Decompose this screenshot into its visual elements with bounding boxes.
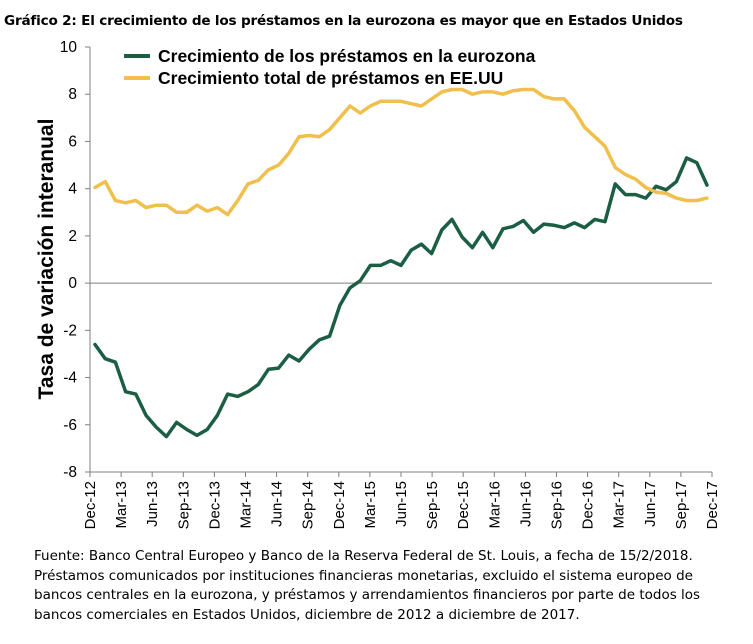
y-axis-title: Tasa de variación interanual [35, 119, 58, 400]
x-tick-label: Jun-13 [144, 481, 161, 527]
x-tick-label: Dec-12 [82, 481, 99, 529]
x-tick-label: Jun-15 [393, 481, 410, 527]
x-tick-label: Mar-14 [238, 481, 255, 529]
x-tick-label: Jun-17 [642, 481, 659, 527]
x-tick-label: Sep-14 [300, 481, 317, 529]
x-tick-label: Dec-13 [206, 481, 223, 529]
series-line-eeuu [93, 87, 709, 217]
source-note: Fuente: Banco Central Europeo y Banco de… [34, 547, 744, 625]
y-tick-label: 2 [68, 228, 77, 245]
x-tick-label: Mar-15 [362, 481, 379, 529]
x-tick-label: Dec-14 [331, 481, 348, 529]
x-tick-label: Dec-16 [580, 481, 597, 529]
x-tick-label: Mar-17 [611, 481, 628, 529]
x-tick-label: Jun-16 [517, 481, 534, 527]
x-tick-label: Mar-13 [113, 481, 130, 529]
y-tick-label: 6 [68, 133, 77, 150]
x-tick-label: Sep-16 [549, 481, 566, 529]
chart-title: Gráfico 2: El crecimiento de los préstam… [4, 13, 683, 29]
y-tick-label: -2 [63, 322, 77, 339]
y-tick-label: 4 [68, 181, 77, 198]
line-chart: 10 8 6 4 2 0 -2 -4 -6 -8 Dec-12 Mar-13 Jun-13 Sep-13 D… [35, 39, 721, 529]
x-tick-label: Mar-16 [486, 481, 503, 529]
series-line-eurozona [93, 156, 709, 439]
x-tick-label: Dec-15 [455, 481, 472, 529]
source-note-line: Préstamos comunicados por instituciones … [34, 567, 693, 584]
source-note-line: Fuente: Banco Central Europeo y Banco de… [34, 548, 693, 564]
y-tick-label: 10 [60, 39, 78, 56]
legend-label: Crecimiento de los préstamos en la euroz… [158, 46, 536, 66]
source-note-line: bancos centrales en la eurozona, y prést… [34, 587, 701, 603]
y-tick-label: 8 [68, 86, 77, 103]
x-tick-label: Sep-17 [673, 481, 690, 529]
x-tick-label: Sep-15 [424, 481, 441, 529]
y-tick-label: -6 [63, 417, 77, 434]
legend-label: Crecimiento total de préstamos en EE.UU [158, 68, 503, 88]
x-tick-label: Jun-14 [269, 481, 286, 527]
y-tick-label: -4 [63, 370, 77, 387]
y-tick-label: 0 [68, 275, 77, 292]
source-note-line: bancos comerciales en Estados Unidos, di… [34, 606, 580, 623]
y-tick-label: -8 [63, 464, 77, 481]
x-tick-label: Sep-13 [175, 481, 192, 529]
x-tick-label: Dec-17 [704, 481, 721, 529]
